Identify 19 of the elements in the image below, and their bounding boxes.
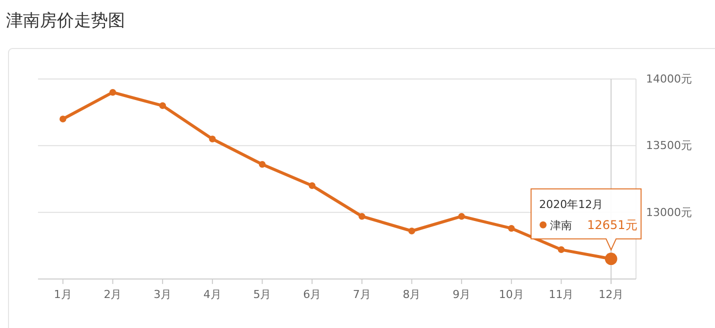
legend-label: 津南 — [550, 218, 572, 232]
x-tick-label: 1月 — [54, 288, 72, 301]
x-tick-label: 3月 — [154, 288, 172, 301]
annotation: 2020年12月 — [539, 198, 604, 211]
x-tick-label: 6月 — [303, 288, 322, 301]
x-tick-label: 2月 — [104, 288, 122, 301]
y-tick-label: 13500元 — [646, 139, 692, 152]
x-tick-label: 12月 — [598, 288, 624, 301]
x-tick-label: 5月 — [253, 288, 272, 301]
y-tick-label: 14000元 — [646, 72, 692, 86]
x-tick-label: 4月 — [203, 288, 222, 301]
chart-title: 津南房价走势图 — [6, 11, 125, 31]
x-tick-label: 9月 — [452, 288, 471, 301]
x-tick-label: 7月 — [352, 288, 371, 301]
x-tick-label: 10月 — [498, 288, 524, 301]
data-label: 12651元 — [587, 218, 638, 232]
x-tick-label: 11月 — [548, 288, 574, 301]
x-tick-label: 8月 — [402, 288, 421, 301]
y-tick-label: 13000元 — [646, 206, 692, 219]
